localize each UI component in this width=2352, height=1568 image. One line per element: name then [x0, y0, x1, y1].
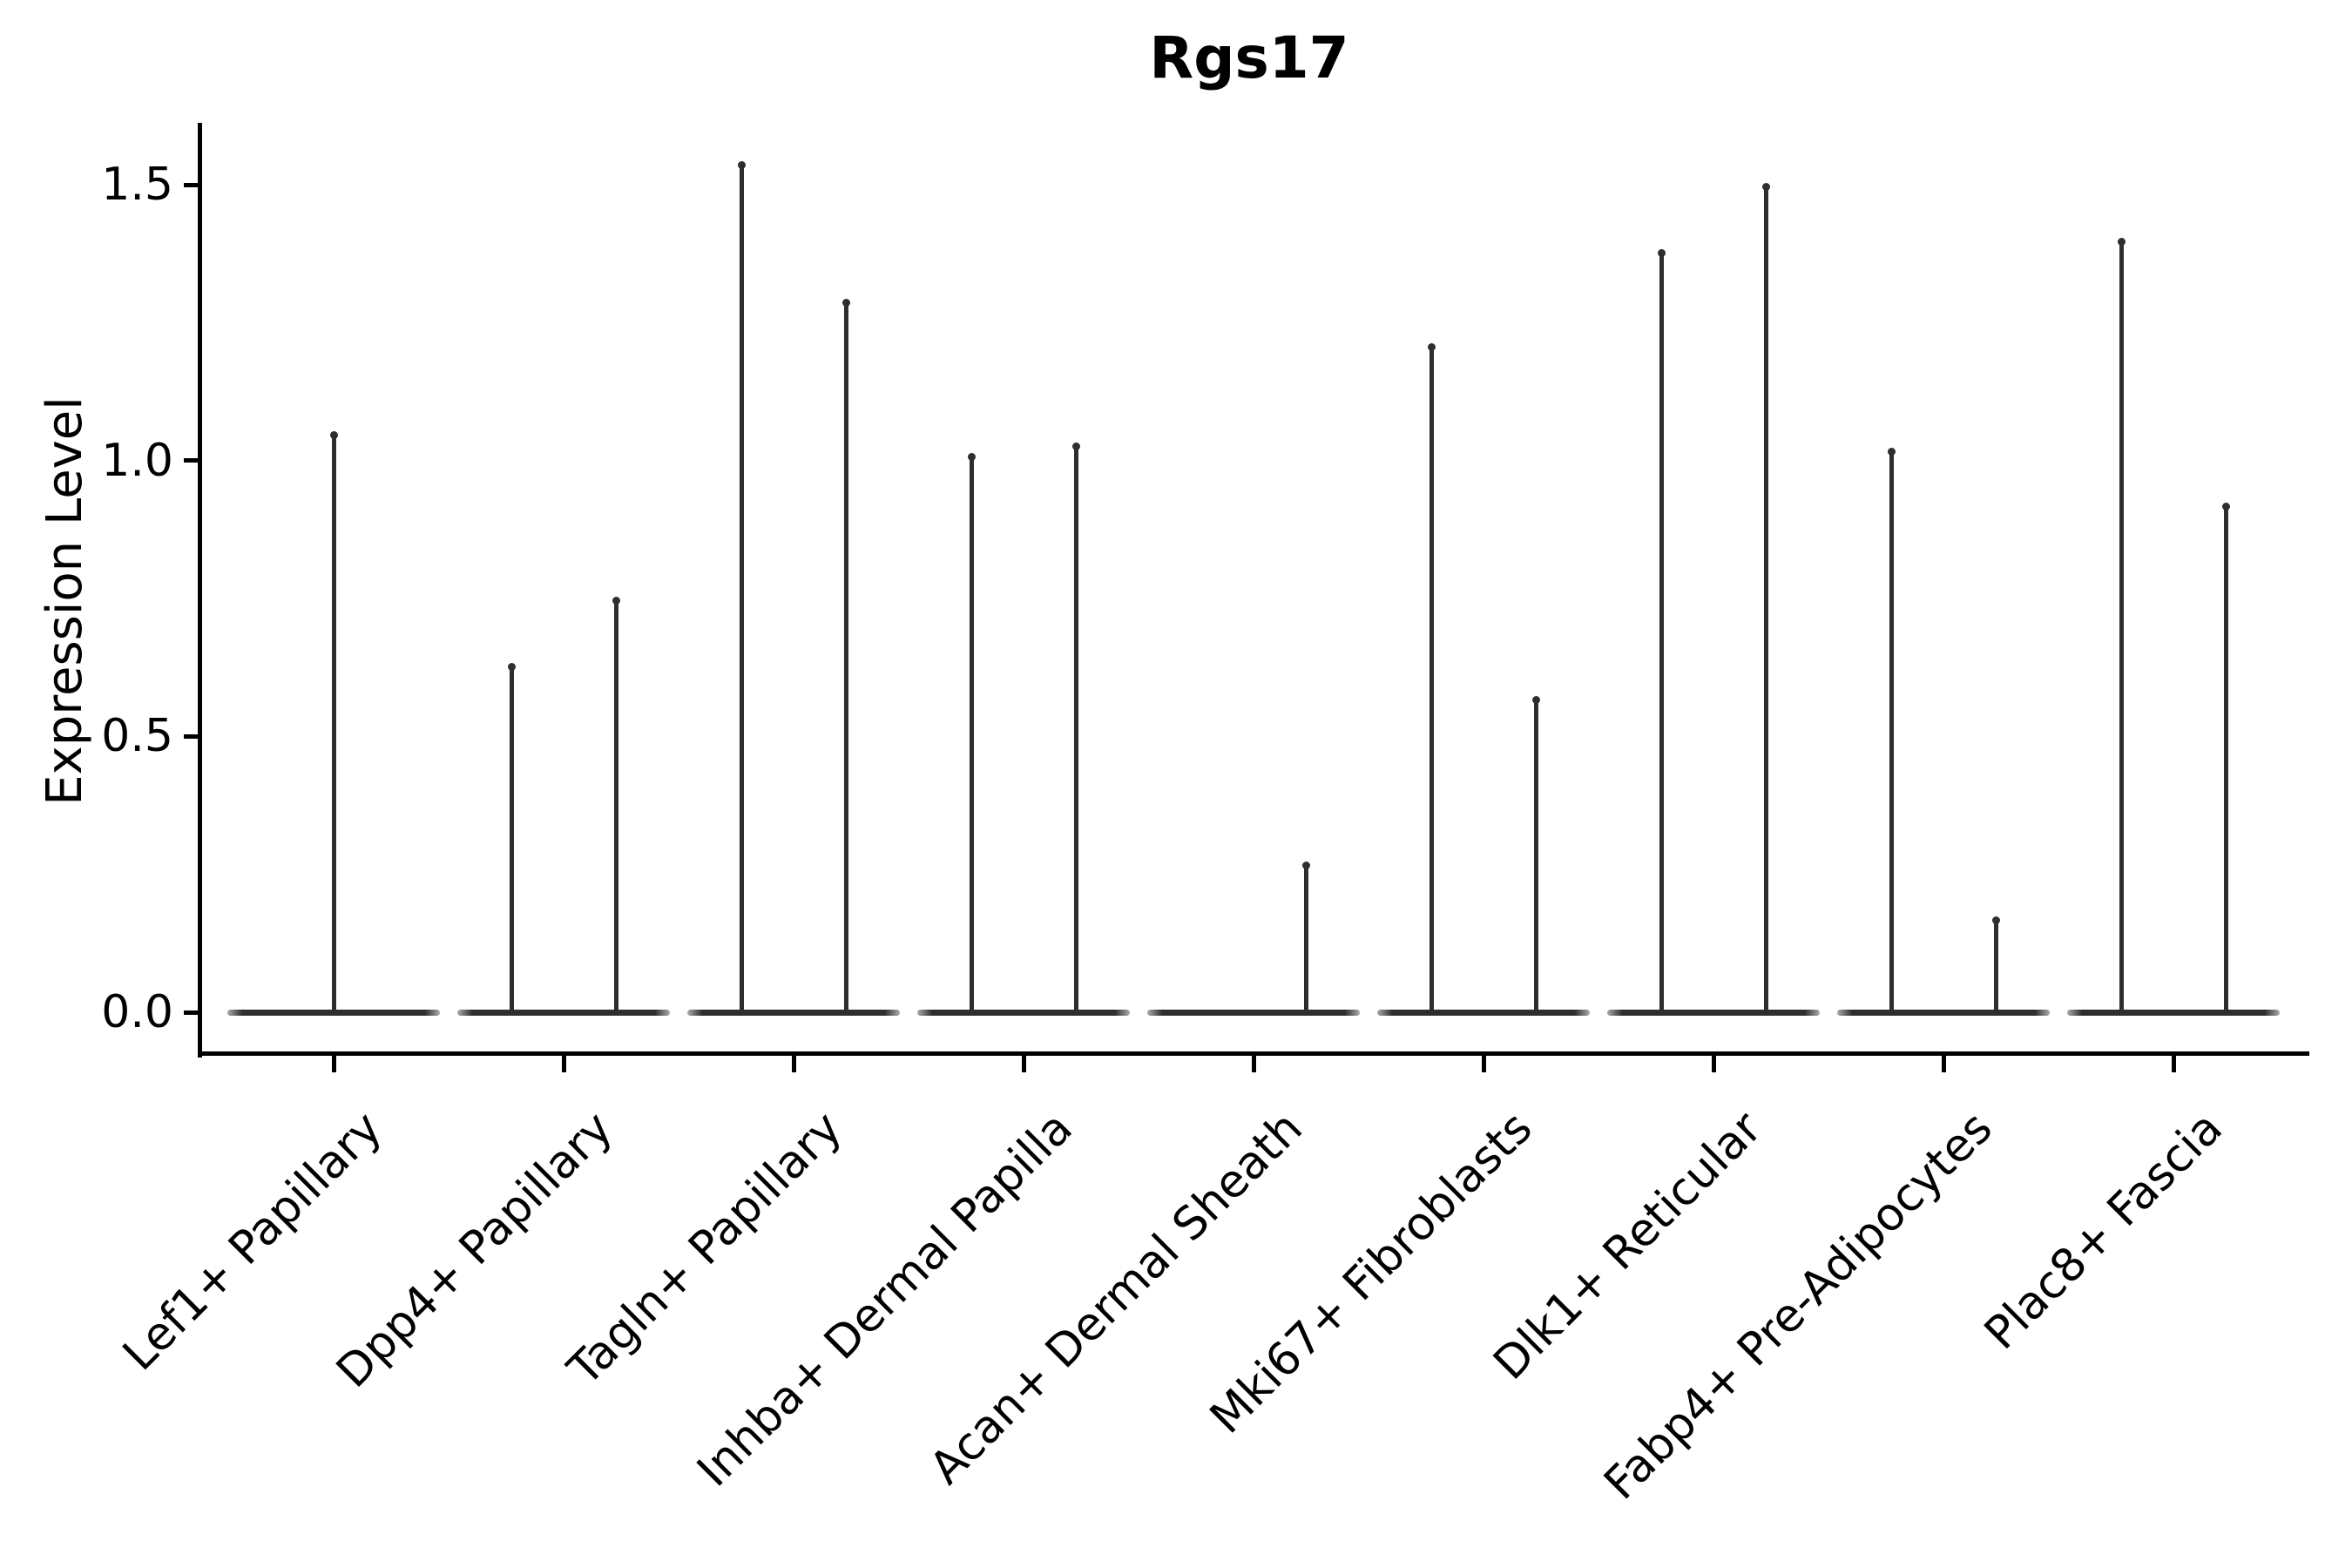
violin-needle [1429, 344, 1434, 1015]
y-tick [184, 1010, 199, 1015]
violin-base-bar [457, 1009, 670, 1016]
violin-needle-tip [967, 453, 976, 462]
violin-needle-tip [507, 663, 516, 671]
violin-needle-tip [841, 299, 850, 307]
violin-needle [1659, 251, 1664, 1015]
violin-needle [613, 598, 618, 1015]
violin-needle-tip [612, 597, 620, 605]
violin-base-bar [1837, 1009, 2050, 1016]
violin-base-bar [1147, 1009, 1360, 1016]
violin-needle [1993, 918, 1998, 1015]
violin-needle-tip [737, 160, 746, 169]
x-tick [1941, 1053, 1946, 1072]
y-tick-label: 0.5 [101, 710, 173, 763]
violin-needle [1303, 863, 1308, 1015]
violin-needle [843, 301, 848, 1015]
violin-needle [739, 162, 744, 1015]
violin-needle-tip [329, 431, 338, 439]
x-tick [791, 1053, 796, 1072]
x-tick [1481, 1053, 1486, 1072]
violin-needle-tip [2221, 503, 2230, 511]
x-tick [2171, 1053, 2176, 1072]
violin-base-bar [917, 1009, 1130, 1016]
violin-needle [2119, 240, 2124, 1015]
x-tick [1021, 1053, 1026, 1072]
violin-needle-tip [2117, 238, 2126, 247]
violin-needle-tip [1991, 916, 2000, 925]
x-tick-label: Plac8+ Fascia [1974, 1102, 2233, 1360]
chart-title: Rgs17 [1149, 24, 1349, 91]
violin-needle [969, 455, 974, 1015]
x-tick [1251, 1053, 1256, 1072]
y-tick [184, 733, 199, 739]
violin-needle-tip [1887, 448, 1896, 456]
y-tick [184, 182, 199, 187]
violin-base-bar [1377, 1009, 1590, 1016]
x-tick [561, 1053, 566, 1072]
y-tick-label: 0.0 [101, 986, 173, 1038]
violin-base-bar [687, 1009, 900, 1016]
x-tick-label: Inhba+ Dermal Papilla [686, 1102, 1083, 1497]
violin-needle-tip [1301, 862, 1310, 869]
y-tick-label: 1.5 [101, 159, 173, 211]
violin-needle [1533, 698, 1538, 1015]
violin-needle-tip [1427, 342, 1436, 351]
violin-base-bar [1607, 1009, 1820, 1016]
violin-needle [1889, 449, 1894, 1015]
violin-needle-tip [1657, 249, 1666, 257]
violin-base-bar [2067, 1009, 2280, 1016]
x-tick-label: Fabp4+ Pre-Adipocytes [1594, 1102, 2003, 1511]
x-tick [1711, 1053, 1716, 1072]
violin-needle [509, 665, 514, 1015]
violin-needle-tip [1531, 696, 1540, 704]
violin-needle [2223, 504, 2228, 1015]
violin-needle-tip [1761, 183, 1770, 191]
violin-needle [331, 433, 336, 1015]
violin-needle [1763, 185, 1768, 1015]
y-tick [184, 458, 199, 463]
y-axis-spine [197, 123, 202, 1058]
x-tick-label: Acan+ Dermal Sheath [919, 1102, 1313, 1495]
violin-needle [1073, 443, 1078, 1015]
y-tick-label: 1.0 [101, 434, 173, 487]
violin-needle-tip [1071, 442, 1080, 450]
x-tick [331, 1053, 336, 1072]
